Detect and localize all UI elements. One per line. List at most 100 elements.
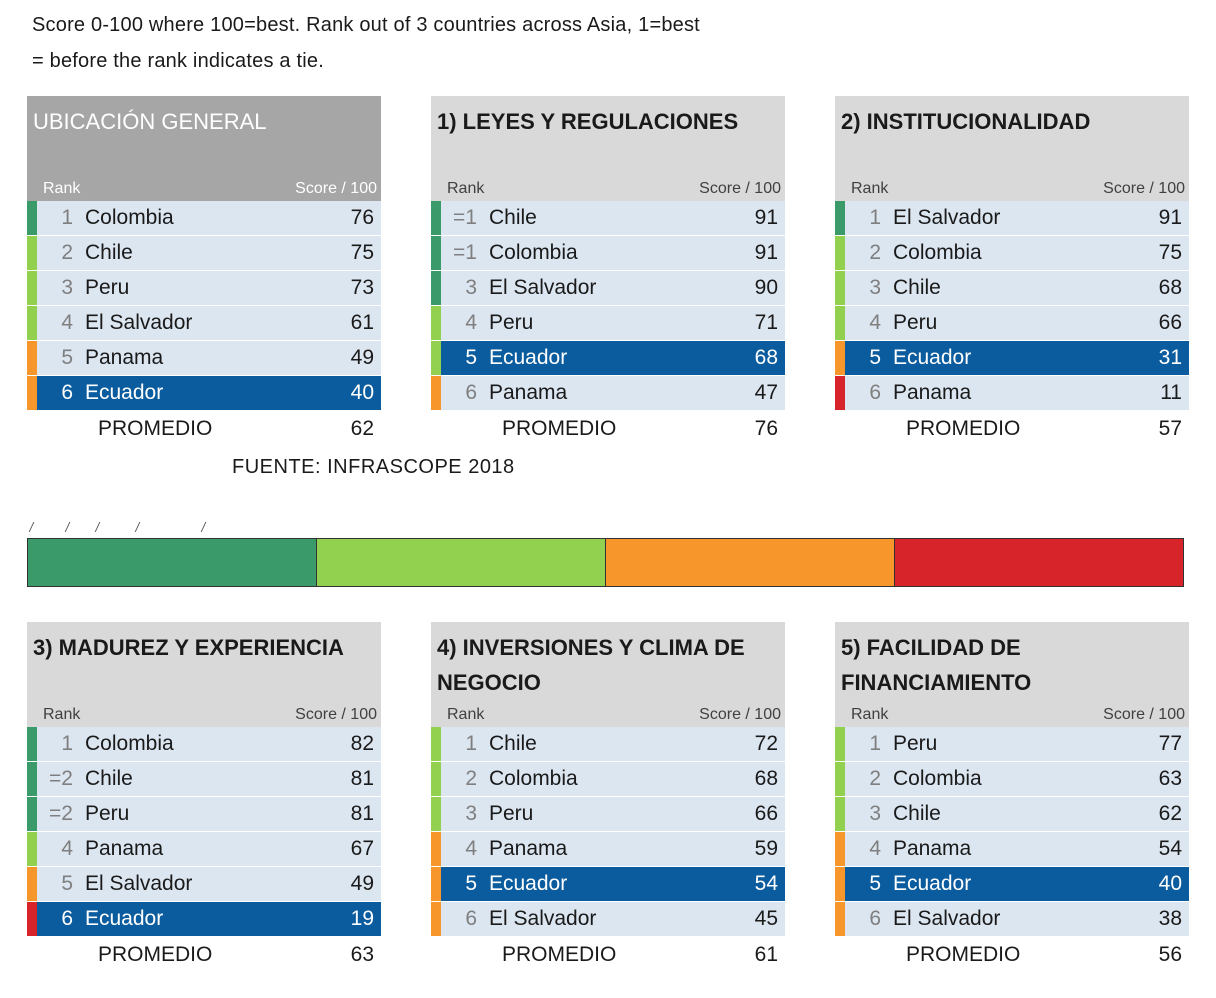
panel-header: 2) INSTITUCIONALIDAD Rank Score / 100 <box>835 96 1189 201</box>
panel-title: UBICACIÓN GENERAL <box>33 109 267 134</box>
rank-cell: 4 <box>61 837 73 860</box>
panel-header: 4) INVERSIONES Y CLIMA DE NEGOCIO Rank Sco… <box>431 622 785 727</box>
table-row: 3 Peru 73 <box>27 271 381 306</box>
rank-cell: 4 <box>465 837 477 860</box>
country-cell: Peru <box>893 311 938 334</box>
table-row: 1 Peru 77 <box>835 727 1189 762</box>
score-cell: 91 <box>754 206 778 229</box>
category-color-bar <box>835 832 845 866</box>
score-cell: 67 <box>350 837 374 860</box>
country-cell: El Salvador <box>489 276 597 299</box>
score-column-header: Score / 100 <box>1103 180 1185 197</box>
category-color-bar <box>431 727 441 761</box>
table-row: 2 Colombia 68 <box>431 762 785 797</box>
score-cell: 82 <box>350 732 374 755</box>
panel-inversiones-clima: 4) INVERSIONES Y CLIMA DE NEGOCIO Rank Sco… <box>431 622 785 966</box>
category-color-bar <box>835 236 845 270</box>
country-cell: Panama <box>85 346 164 369</box>
table-row: 4 Panama 59 <box>431 832 785 867</box>
average-row: PROMEDIO 56 <box>835 937 1189 973</box>
average-label: PROMEDIO <box>98 417 213 440</box>
category-color-bar <box>431 762 441 796</box>
country-cell: Ecuador <box>489 346 568 369</box>
category-color-bar <box>27 201 37 235</box>
panel-title: 2) INSTITUCIONALIDAD <box>841 109 1091 134</box>
rank-cell: 4 <box>869 311 881 334</box>
panel-title: 3) MADUREZ Y EXPERIENCIA <box>33 635 344 660</box>
category-color-bar <box>835 271 845 305</box>
score-cell: 68 <box>1158 276 1182 299</box>
category-color-bar <box>27 832 37 866</box>
score-cell: 81 <box>350 767 374 790</box>
country-cell: El Salvador <box>893 206 1001 229</box>
rank-cell: 5 <box>61 872 73 895</box>
country-cell: Colombia <box>85 732 174 755</box>
rank-cell: 2 <box>869 241 881 264</box>
table-row: 3 El Salvador 90 <box>431 271 785 306</box>
category-color-bar <box>431 376 441 410</box>
table-row: 4 Peru 66 <box>835 306 1189 341</box>
rank-cell: 1 <box>61 206 73 229</box>
country-cell: Panama <box>489 381 568 404</box>
score-cell: 19 <box>350 907 374 930</box>
country-cell: Peru <box>85 276 130 299</box>
rank-column-header: Rank <box>447 706 485 723</box>
score-cell: 76 <box>350 206 374 229</box>
country-cell: Colombia <box>85 206 174 229</box>
table-row: 5 Panama 49 <box>27 341 381 376</box>
panel-title: 4) INVERSIONES Y CLIMA DE NEGOCIO <box>437 635 745 695</box>
panel-madurez-experiencia: 3) MADUREZ Y EXPERIENCIA Rank Score / 100 1… <box>27 622 381 966</box>
scale-segment-dark-green <box>28 539 317 586</box>
panel-header: 3) MADUREZ Y EXPERIENCIA Rank Score / 100 <box>27 622 381 727</box>
rank-cell: 5 <box>465 346 477 369</box>
average-value: 61 <box>754 943 778 966</box>
table-row: 6 Panama 11 <box>835 376 1189 411</box>
rank-cell: 4 <box>465 311 477 334</box>
rank-cell: 6 <box>465 907 477 930</box>
average-row: PROMEDIO 76 <box>431 411 785 447</box>
score-cell: 62 <box>1158 802 1182 825</box>
category-color-bar <box>27 727 37 761</box>
average-label: PROMEDIO <box>98 943 213 966</box>
score-cell: 90 <box>754 276 778 299</box>
table-row: 6 El Salvador 45 <box>431 902 785 937</box>
rank-cell: 5 <box>869 346 881 369</box>
table-row: 3 Chile 62 <box>835 797 1189 832</box>
category-color-bar <box>835 902 845 936</box>
average-label: PROMEDIO <box>906 943 1021 966</box>
country-cell: Panama <box>489 837 568 860</box>
country-cell: Chile <box>489 206 537 229</box>
color-scale-legend <box>27 538 1184 587</box>
table-row: 6 Ecuador 19 <box>27 902 381 937</box>
table-row: 5 El Salvador 49 <box>27 867 381 902</box>
average-label: PROMEDIO <box>906 417 1021 440</box>
score-cell: 49 <box>350 346 374 369</box>
table-row: 6 El Salvador 38 <box>835 902 1189 937</box>
scale-segment-orange <box>606 539 895 586</box>
rank-column-header: Rank <box>447 180 485 197</box>
rank-cell: 3 <box>465 802 477 825</box>
country-cell: Chile <box>85 767 133 790</box>
country-cell: Panama <box>85 837 164 860</box>
score-cell: 73 <box>350 276 374 299</box>
country-cell: Peru <box>85 802 130 825</box>
rank-cell: 6 <box>61 907 73 930</box>
rank-column-header: Rank <box>43 706 81 723</box>
category-color-bar <box>835 201 845 235</box>
scale-segment-light-green <box>317 539 606 586</box>
category-color-bar <box>431 341 441 375</box>
score-cell: 61 <box>350 311 374 334</box>
average-row: PROMEDIO 62 <box>27 411 381 447</box>
score-column-header: Score / 100 <box>699 180 781 197</box>
average-value: 76 <box>754 417 778 440</box>
category-color-bar <box>27 306 37 340</box>
panel-facilidad-financiamiento: 5) FACILIDAD DE FINANCIAMIENTO Rank Score … <box>835 622 1189 966</box>
rank-cell: 6 <box>869 381 881 404</box>
rank-cell: 1 <box>869 732 881 755</box>
rank-cell: =2 <box>49 802 73 825</box>
country-cell: Colombia <box>893 767 982 790</box>
average-row: PROMEDIO 57 <box>835 411 1189 447</box>
score-cell: 75 <box>350 241 374 264</box>
country-cell: Chile <box>85 241 133 264</box>
table-row: 6 Panama 47 <box>431 376 785 411</box>
